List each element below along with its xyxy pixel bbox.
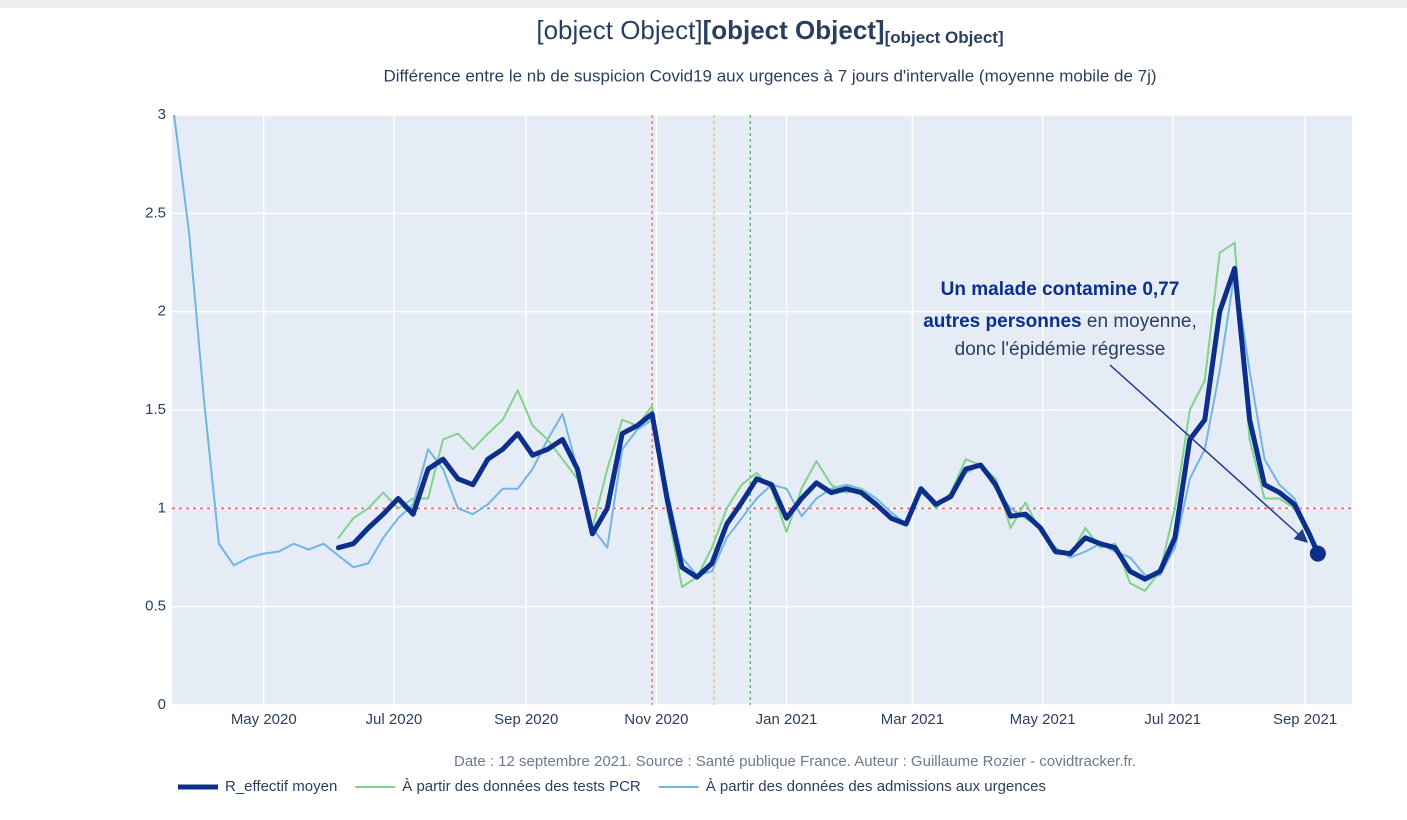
tick-labels: 0 0.5 1 1.5 2 2.5 3 May 2020 Jul 2020 Sep 2020 Nov… — [145, 106, 1337, 728]
series-lines — [173, 115, 1321, 592]
y-tick-label: 3 — [158, 106, 166, 123]
chart-subtitle: Différence entre le nb de suspicion Covi… — [383, 66, 1156, 85]
end-marker — [1309, 545, 1326, 562]
y-tick-label: 1.5 — [145, 401, 166, 418]
top-bar — [0, 0, 1407, 8]
annotation-part: en moyenne, — [1082, 311, 1197, 332]
annotation-line: donc l'épidémie régresse — [955, 339, 1166, 360]
x-tick-label: Nov 2020 — [624, 711, 688, 728]
y-tick-label: 2 — [158, 303, 166, 320]
title-part: [object Object] — [536, 15, 702, 45]
series-line — [335, 265, 1321, 582]
x-tick-label: Sep 2020 — [494, 711, 558, 728]
x-tick-label: Jul 2020 — [366, 711, 423, 728]
annotation-part: donc l'épidémie régresse — [955, 339, 1166, 360]
x-tick-label: Sep 2021 — [1273, 711, 1337, 728]
annotation: Un malade contamine 0,77 autres personnes… — [923, 279, 1197, 360]
end-markers — [1309, 545, 1326, 562]
x-tick-label: May 2020 — [231, 711, 297, 728]
y-tick-label: 0.5 — [145, 598, 166, 615]
series-line — [173, 115, 1319, 577]
title-part: [object Object] — [703, 15, 885, 45]
x-tick-label: Jul 2021 — [1144, 711, 1201, 728]
x-tick-label: Jan 2021 — [756, 711, 818, 728]
annotation-line: autres personnes en moyenne, — [923, 311, 1197, 332]
legend: R_effectif moyen À partir des données des… — [178, 778, 1046, 795]
y-tick-label: 0 — [158, 696, 166, 713]
legend-label: À partir des données des tests PCR — [402, 778, 641, 795]
chart-title: [object Object][object Object][object Ob… — [536, 15, 1003, 48]
x-tick-label: Mar 2021 — [881, 711, 944, 728]
source-note: Date : 12 septembre 2021. Source : Santé… — [454, 753, 1136, 770]
annotation-part: autres personnes — [923, 311, 1081, 332]
legend-label: R_effectif moyen — [225, 778, 337, 795]
x-tick-label: May 2021 — [1010, 711, 1076, 728]
annotation-part: Un malade contamine 0,77 — [941, 279, 1180, 300]
y-tick-label: 1 — [158, 499, 166, 516]
annotation-arrow — [1109, 364, 1309, 543]
legend-label: À partir des données des admissions aux … — [706, 778, 1046, 795]
annotation-line: Un malade contamine 0,77 — [941, 279, 1180, 300]
title-part: [object Object] — [885, 28, 1004, 47]
y-tick-label: 2.5 — [145, 204, 166, 221]
